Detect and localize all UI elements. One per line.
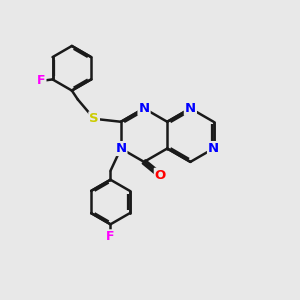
Text: O: O [155, 169, 166, 182]
Text: S: S [89, 112, 99, 125]
Text: N: N [208, 142, 219, 155]
Text: N: N [115, 142, 127, 155]
Text: N: N [185, 102, 196, 115]
Text: N: N [139, 102, 150, 115]
Text: F: F [106, 230, 115, 243]
Text: F: F [37, 74, 46, 87]
